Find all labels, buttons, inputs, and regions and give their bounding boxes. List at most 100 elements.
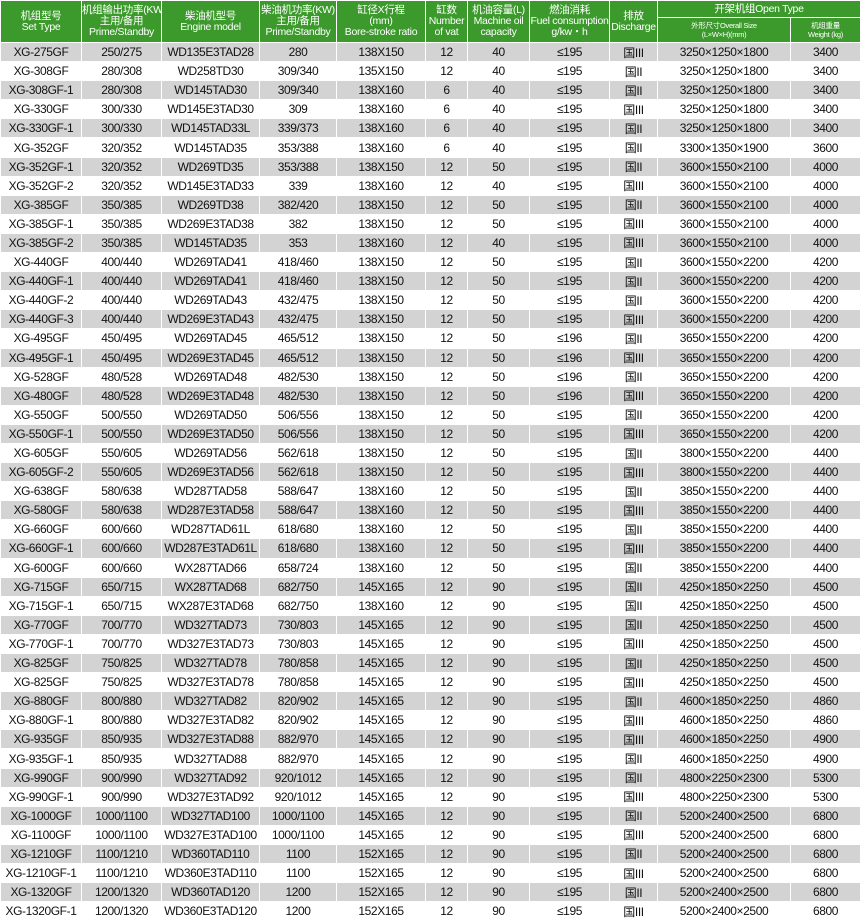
cell-oil-capacity: 90 [467, 595, 530, 616]
cell-engine-model: WD287TAD61L [161, 519, 260, 540]
cell-set-type: XG-275GF [0, 41, 82, 63]
cell-output-power: 700/770 [81, 614, 162, 635]
cell-oil-capacity: 90 [467, 710, 530, 731]
cell-discharge: 国II [609, 271, 658, 292]
table-row: XG-352GF-1 320/352 WD269TD35 353/388 138X150… [0, 156, 860, 177]
cell-fuel-consumption: ≤195 [529, 252, 610, 273]
cell-oil-capacity: 90 [467, 748, 530, 769]
cell-weight: 3400 [790, 61, 860, 82]
cell-engine-model: WX287TAD68 [161, 576, 260, 597]
cell-fuel-consumption: ≤195 [529, 805, 610, 826]
cell-bore-stroke: 138X150 [336, 347, 426, 368]
cell-fuel-consumption: ≤195 [529, 271, 610, 292]
cell-weight: 6800 [790, 901, 860, 921]
cell-overall-size: 3250×1250×1800 [657, 99, 791, 120]
cell-fuel-consumption: ≤196 [529, 366, 610, 387]
table-row: XG-660GF 600/660 WD287TAD61L 618/680 138X160… [0, 519, 860, 540]
cell-oil-capacity: 90 [467, 863, 530, 884]
cell-engine-power: 780/858 [259, 672, 337, 693]
cell-discharge: 国II [609, 767, 658, 788]
cell-bore-stroke: 138X160 [336, 538, 426, 559]
cell-oil-capacity: 90 [467, 786, 530, 807]
cell-engine-model: WD327E3TAD92 [161, 786, 260, 807]
header-line: Weight (kg) [808, 30, 843, 39]
cell-oil-capacity: 90 [467, 824, 530, 845]
cell-overall-size: 3650×1550×2200 [657, 385, 791, 406]
cell-overall-size: 4800×2250×2300 [657, 786, 791, 807]
cell-engine-model: WD327E3TAD73 [161, 633, 260, 655]
cell-discharge: 国II [609, 843, 658, 865]
cell-cylinders: 12 [425, 863, 468, 884]
cell-cylinders: 12 [425, 824, 468, 845]
cell-oil-capacity: 50 [467, 328, 530, 349]
cell-discharge: 国III [609, 232, 658, 254]
cell-output-power: 450/495 [81, 328, 162, 349]
cell-oil-capacity: 50 [467, 366, 530, 387]
cell-bore-stroke: 145X165 [336, 786, 426, 807]
cell-engine-model: WD269E3TAD38 [161, 213, 260, 234]
cell-overall-size: 3600×1550×2100 [657, 232, 791, 254]
cell-output-power: 350/385 [81, 213, 162, 234]
cell-weight: 3400 [790, 41, 860, 63]
cell-output-power: 550/605 [81, 442, 162, 464]
cell-fuel-consumption: ≤195 [529, 863, 610, 884]
header-line: 柴油机型号 [185, 9, 236, 22]
table-row: XG-330GF 300/330 WD145E3TAD30 309 138X160 6 40… [0, 99, 860, 120]
cell-weight: 4200 [790, 347, 860, 368]
cell-set-type: XG-480GF [0, 385, 82, 406]
cell-oil-capacity: 50 [467, 194, 530, 215]
cell-weight: 5300 [790, 786, 860, 807]
table-row: XG-825GF 750/825 WD327E3TAD78 780/858 145X16… [0, 672, 860, 693]
cell-overall-size: 3300×1350×1900 [657, 137, 791, 158]
cell-output-power: 400/440 [81, 271, 162, 292]
cell-fuel-consumption: ≤195 [529, 633, 610, 655]
cell-set-type: XG-1210GF-1 [0, 863, 82, 884]
cell-engine-power: 432/475 [259, 309, 337, 330]
cell-output-power: 280/308 [81, 61, 162, 82]
cell-discharge: 国II [609, 61, 658, 82]
cell-engine-model: WD258TD30 [161, 61, 260, 82]
cell-overall-size: 3650×1550×2200 [657, 366, 791, 387]
cell-engine-power: 309/340 [259, 61, 337, 82]
table-row: XG-580GF 580/638 WD287E3TAD58 588/647 138X16… [0, 500, 860, 521]
cell-cylinders: 12 [425, 767, 468, 788]
cell-engine-model: WD327TAD92 [161, 767, 260, 788]
cell-engine-model: WD269E3TAD50 [161, 423, 260, 444]
cell-set-type: XG-1100GF [0, 824, 82, 845]
cell-discharge: 国III [609, 213, 658, 234]
cell-oil-capacity: 50 [467, 213, 530, 234]
cell-bore-stroke: 152X165 [336, 863, 426, 884]
cell-cylinders: 12 [425, 385, 468, 406]
cell-output-power: 600/660 [81, 557, 162, 578]
cell-weight: 4000 [790, 213, 860, 234]
cell-discharge: 国II [609, 805, 658, 826]
cell-engine-power: 382/420 [259, 194, 337, 215]
cell-engine-model: WD269TAD48 [161, 366, 260, 387]
table-row: XG-385GF-1 350/385 WD269E3TAD38 382 138X150 1… [0, 213, 860, 234]
cell-discharge: 国III [609, 863, 658, 884]
cell-weight: 6800 [790, 824, 860, 845]
cell-engine-power: 920/1012 [259, 767, 337, 788]
cell-engine-power: 588/647 [259, 500, 337, 521]
cell-discharge: 国II [609, 328, 658, 349]
table-row: XG-935GF-1 850/935 WD327TAD88 882/970 145X16… [0, 748, 860, 769]
cell-weight: 4400 [790, 481, 860, 502]
cell-engine-power: 418/460 [259, 252, 337, 273]
header-line: 缸数 [436, 4, 457, 16]
cell-oil-capacity: 50 [467, 423, 530, 444]
cell-overall-size: 5200×2400×2500 [657, 843, 791, 865]
cell-overall-size: 3800×1550×2200 [657, 462, 791, 483]
cell-engine-model: WD269E3TAD48 [161, 385, 260, 406]
cell-bore-stroke: 138X150 [336, 462, 426, 483]
cell-cylinders: 12 [425, 901, 468, 921]
cell-engine-model: WX287TAD66 [161, 557, 260, 578]
cell-cylinders: 12 [425, 500, 468, 521]
cell-discharge: 国III [609, 710, 658, 731]
cell-discharge: 国II [609, 442, 658, 464]
cell-output-power: 500/550 [81, 423, 162, 444]
cell-engine-power: 820/902 [259, 710, 337, 731]
cell-discharge: 国II [609, 748, 658, 769]
cell-oil-capacity: 40 [467, 99, 530, 120]
cell-output-power: 750/825 [81, 672, 162, 693]
cell-engine-model: WD269TAD45 [161, 328, 260, 349]
